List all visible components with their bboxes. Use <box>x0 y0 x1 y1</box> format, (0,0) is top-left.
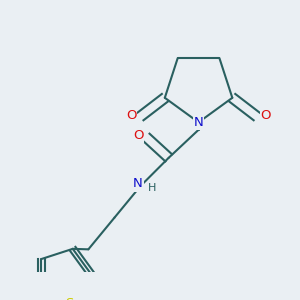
Text: N: N <box>133 178 142 190</box>
Text: O: O <box>133 128 143 142</box>
Text: N: N <box>194 116 203 129</box>
Text: H: H <box>148 183 156 193</box>
Text: O: O <box>261 109 271 122</box>
Text: O: O <box>126 109 136 122</box>
Text: S: S <box>65 297 73 300</box>
